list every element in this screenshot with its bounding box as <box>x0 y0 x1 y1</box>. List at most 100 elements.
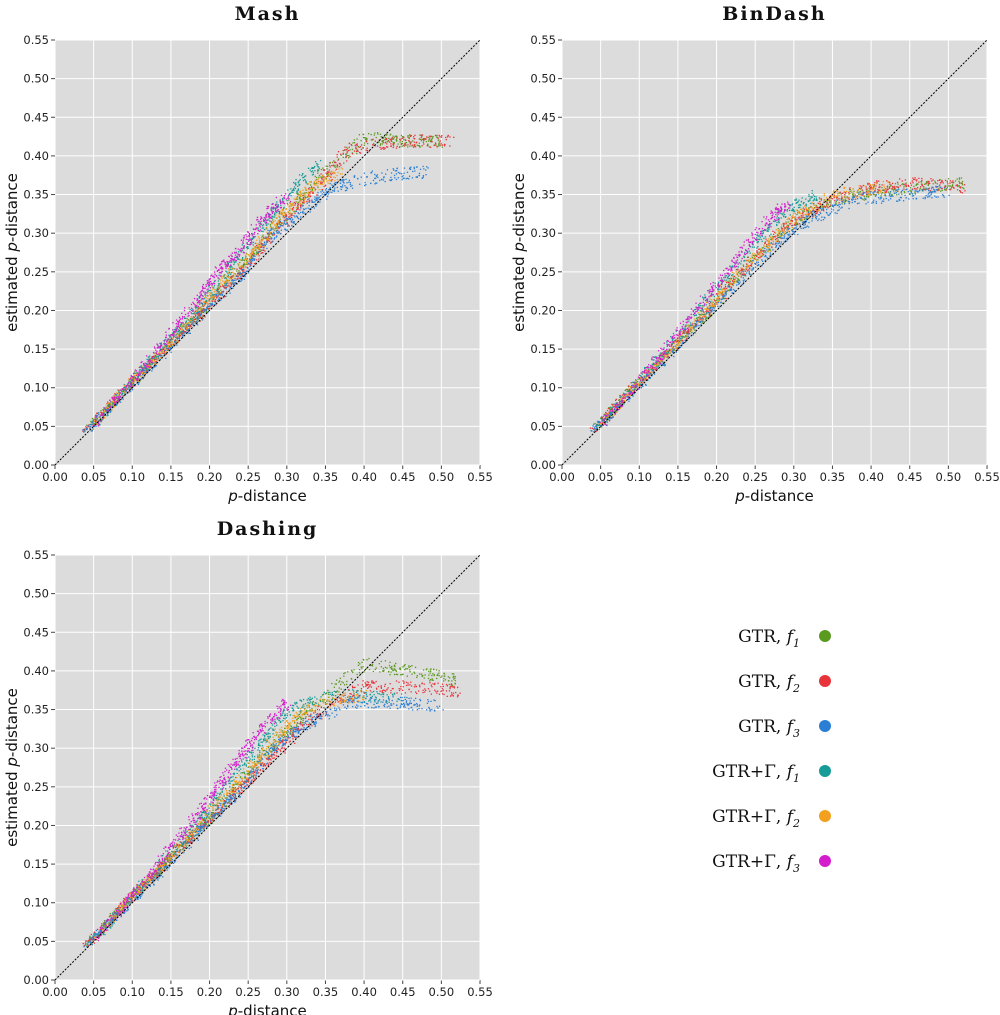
data-point <box>960 187 962 189</box>
data-point <box>86 424 88 426</box>
data-point <box>323 185 325 188</box>
data-point <box>837 199 839 201</box>
data-point <box>622 399 624 402</box>
data-point <box>138 366 140 369</box>
data-point <box>177 329 179 331</box>
data-point <box>853 195 855 197</box>
data-point <box>705 313 707 315</box>
data-point <box>346 146 348 149</box>
data-point <box>894 183 897 185</box>
data-point <box>282 215 284 217</box>
data-point <box>304 197 306 200</box>
data-point <box>128 385 131 387</box>
data-point <box>207 305 209 307</box>
data-point <box>380 178 383 181</box>
data-point <box>276 232 278 234</box>
data-point <box>265 238 268 240</box>
data-point <box>108 408 110 411</box>
data-point <box>299 203 301 205</box>
data-point <box>660 362 662 364</box>
data-point <box>146 367 148 369</box>
data-point <box>305 192 307 194</box>
data-point <box>269 238 271 240</box>
data-point <box>258 237 260 239</box>
data-point <box>183 316 186 318</box>
data-point <box>383 148 385 150</box>
data-point <box>289 202 291 204</box>
data-point <box>334 166 337 168</box>
data-point <box>279 216 281 218</box>
data-point <box>309 195 311 198</box>
data-point <box>269 220 271 222</box>
data-point <box>312 171 314 174</box>
data-point <box>421 138 423 141</box>
data-point <box>227 262 229 264</box>
data-point <box>312 190 314 193</box>
data-point <box>781 232 783 235</box>
data-point <box>294 187 297 190</box>
data-point <box>192 320 194 322</box>
data-point <box>257 233 259 235</box>
data-point <box>915 184 917 186</box>
data-point <box>242 241 244 243</box>
data-point <box>327 193 330 195</box>
data-point <box>280 194 283 196</box>
data-point <box>238 277 240 279</box>
data-point <box>375 136 377 139</box>
data-point <box>92 423 94 425</box>
data-point <box>291 189 294 192</box>
data-point <box>702 313 704 316</box>
data-point <box>381 143 383 145</box>
data-point <box>283 196 285 199</box>
data-point <box>763 251 765 253</box>
data-point <box>169 344 171 346</box>
data-point <box>431 137 433 139</box>
data-point <box>82 429 84 431</box>
data-point <box>295 215 298 217</box>
data-point <box>379 144 381 146</box>
data-point <box>880 193 883 195</box>
data-point <box>188 332 190 334</box>
data-point <box>200 313 202 315</box>
data-point <box>163 343 165 345</box>
data-point <box>932 186 934 188</box>
data-point <box>396 140 398 142</box>
data-point <box>260 223 263 225</box>
data-point <box>721 302 724 304</box>
data-point <box>267 237 270 239</box>
data-point <box>317 197 319 200</box>
data-point <box>220 282 222 284</box>
data-point <box>124 384 126 386</box>
data-point <box>846 199 848 202</box>
data-point <box>808 214 810 217</box>
data-point <box>806 209 808 211</box>
data-point <box>862 193 864 195</box>
data-point <box>936 183 938 185</box>
data-point <box>329 179 331 182</box>
data-point <box>318 167 320 170</box>
data-point <box>122 390 124 392</box>
data-point <box>885 190 887 192</box>
data-point <box>182 332 185 334</box>
data-point <box>757 259 759 261</box>
data-point <box>232 277 234 279</box>
data-point <box>178 316 181 318</box>
data-point <box>116 393 118 395</box>
data-point <box>330 170 333 172</box>
data-point <box>892 186 894 188</box>
x-tick-label: 0.55 <box>974 470 1000 484</box>
data-point <box>873 193 875 196</box>
data-point <box>885 191 887 193</box>
data-point <box>712 305 714 307</box>
data-point <box>278 223 280 225</box>
data-point <box>332 164 334 166</box>
data-point <box>154 365 156 367</box>
data-point <box>91 422 93 424</box>
data-point <box>885 188 887 190</box>
data-point <box>244 259 246 262</box>
data-point <box>871 188 873 190</box>
data-point <box>235 252 237 254</box>
data-point <box>307 191 309 193</box>
data-point <box>252 228 254 230</box>
data-point <box>160 345 163 347</box>
